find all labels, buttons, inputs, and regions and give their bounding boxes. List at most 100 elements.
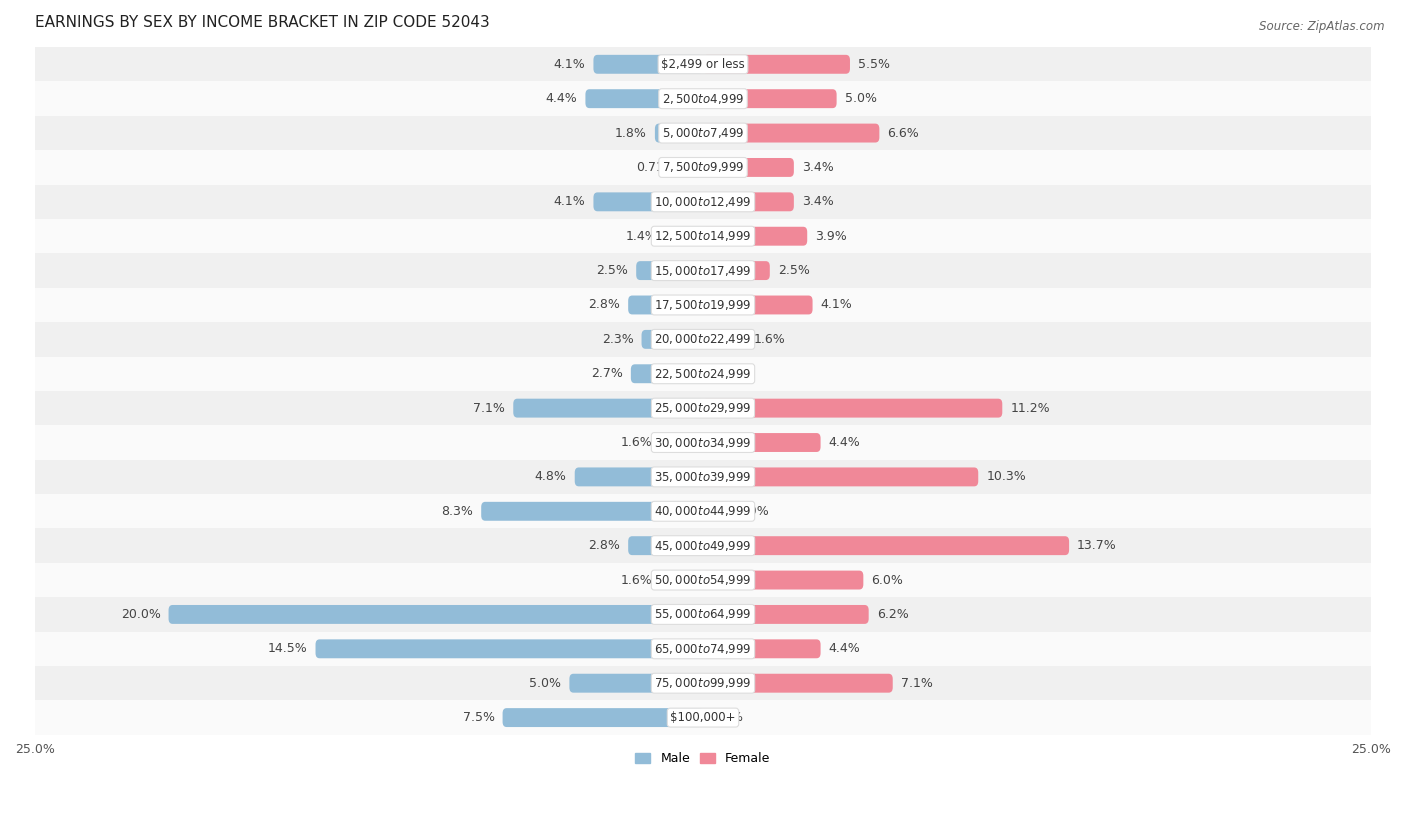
Text: $7,500 to $9,999: $7,500 to $9,999 <box>662 160 744 174</box>
FancyBboxPatch shape <box>703 605 869 624</box>
FancyBboxPatch shape <box>703 467 979 486</box>
FancyBboxPatch shape <box>703 330 745 349</box>
FancyBboxPatch shape <box>575 467 703 486</box>
FancyBboxPatch shape <box>169 605 703 624</box>
Text: 20.0%: 20.0% <box>121 608 160 621</box>
FancyBboxPatch shape <box>703 571 863 589</box>
Bar <box>35 528 1371 562</box>
Text: $55,000 to $64,999: $55,000 to $64,999 <box>654 607 752 621</box>
Text: 1.4%: 1.4% <box>626 230 658 243</box>
Text: 7.1%: 7.1% <box>901 676 932 689</box>
FancyBboxPatch shape <box>665 227 703 246</box>
Text: 4.1%: 4.1% <box>821 299 852 312</box>
Text: 6.0%: 6.0% <box>872 574 903 587</box>
Text: $25,000 to $29,999: $25,000 to $29,999 <box>654 401 752 415</box>
Text: 3.4%: 3.4% <box>801 161 834 174</box>
Text: 4.8%: 4.8% <box>534 470 567 484</box>
FancyBboxPatch shape <box>628 536 703 555</box>
Text: 4.4%: 4.4% <box>828 642 860 655</box>
FancyBboxPatch shape <box>655 124 703 142</box>
Bar <box>35 322 1371 357</box>
Text: 4.1%: 4.1% <box>554 58 585 71</box>
FancyBboxPatch shape <box>703 501 721 521</box>
Bar <box>35 185 1371 219</box>
Bar <box>35 597 1371 632</box>
FancyBboxPatch shape <box>703 674 893 693</box>
Text: $17,500 to $19,999: $17,500 to $19,999 <box>654 298 752 312</box>
Text: $35,000 to $39,999: $35,000 to $39,999 <box>654 470 752 484</box>
Text: $40,000 to $44,999: $40,000 to $44,999 <box>654 505 752 519</box>
Bar <box>35 116 1371 151</box>
Text: 0.0%: 0.0% <box>711 711 742 724</box>
Text: $10,000 to $12,499: $10,000 to $12,499 <box>654 195 752 209</box>
FancyBboxPatch shape <box>502 708 703 727</box>
Text: 5.5%: 5.5% <box>858 58 890 71</box>
FancyBboxPatch shape <box>703 55 851 74</box>
Text: $15,000 to $17,499: $15,000 to $17,499 <box>654 264 752 278</box>
Text: 5.0%: 5.0% <box>845 92 876 105</box>
Text: 3.9%: 3.9% <box>815 230 846 243</box>
Text: 8.3%: 8.3% <box>441 505 474 518</box>
Text: 2.5%: 2.5% <box>596 264 628 277</box>
FancyBboxPatch shape <box>703 227 807 246</box>
Text: 2.8%: 2.8% <box>588 539 620 552</box>
FancyBboxPatch shape <box>593 192 703 212</box>
Text: 1.6%: 1.6% <box>620 436 652 449</box>
FancyBboxPatch shape <box>703 261 770 280</box>
Bar <box>35 426 1371 460</box>
Text: 0.71%: 0.71% <box>636 161 676 174</box>
Text: 1.8%: 1.8% <box>614 126 647 139</box>
Text: 6.6%: 6.6% <box>887 126 920 139</box>
Text: $75,000 to $99,999: $75,000 to $99,999 <box>654 676 752 690</box>
Legend: Male, Female: Male, Female <box>630 747 776 770</box>
Bar <box>35 219 1371 253</box>
Bar <box>35 494 1371 528</box>
Text: $2,500 to $4,999: $2,500 to $4,999 <box>662 92 744 106</box>
FancyBboxPatch shape <box>641 330 703 349</box>
Text: 0.69%: 0.69% <box>730 505 769 518</box>
Bar <box>35 81 1371 116</box>
Bar <box>35 151 1371 185</box>
Bar <box>35 288 1371 322</box>
Bar <box>35 700 1371 735</box>
Bar <box>35 666 1371 700</box>
Text: 4.1%: 4.1% <box>554 195 585 208</box>
Bar <box>35 460 1371 494</box>
Text: 13.7%: 13.7% <box>1077 539 1116 552</box>
FancyBboxPatch shape <box>481 501 703 521</box>
Text: 0.0%: 0.0% <box>711 367 742 380</box>
Bar <box>35 47 1371 81</box>
FancyBboxPatch shape <box>703 639 821 659</box>
Text: 6.2%: 6.2% <box>877 608 908 621</box>
FancyBboxPatch shape <box>685 158 703 177</box>
Text: $20,000 to $22,499: $20,000 to $22,499 <box>654 332 752 347</box>
Text: 4.4%: 4.4% <box>828 436 860 449</box>
Text: 10.3%: 10.3% <box>986 470 1026 484</box>
Bar <box>35 391 1371 426</box>
Text: EARNINGS BY SEX BY INCOME BRACKET IN ZIP CODE 52043: EARNINGS BY SEX BY INCOME BRACKET IN ZIP… <box>35 15 489 30</box>
Bar <box>35 562 1371 597</box>
Text: 14.5%: 14.5% <box>267 642 308 655</box>
Text: 2.5%: 2.5% <box>778 264 810 277</box>
Text: $65,000 to $74,999: $65,000 to $74,999 <box>654 641 752 656</box>
FancyBboxPatch shape <box>631 365 703 383</box>
FancyBboxPatch shape <box>636 261 703 280</box>
Text: $100,000+: $100,000+ <box>671 711 735 724</box>
Text: Source: ZipAtlas.com: Source: ZipAtlas.com <box>1260 20 1385 33</box>
Text: 4.4%: 4.4% <box>546 92 578 105</box>
Text: 2.8%: 2.8% <box>588 299 620 312</box>
FancyBboxPatch shape <box>628 295 703 314</box>
FancyBboxPatch shape <box>315 639 703 659</box>
Text: 1.6%: 1.6% <box>754 333 786 346</box>
FancyBboxPatch shape <box>585 90 703 108</box>
Text: 7.1%: 7.1% <box>474 401 505 414</box>
Text: $12,500 to $14,999: $12,500 to $14,999 <box>654 230 752 243</box>
FancyBboxPatch shape <box>703 90 837 108</box>
FancyBboxPatch shape <box>661 571 703 589</box>
Text: $45,000 to $49,999: $45,000 to $49,999 <box>654 539 752 553</box>
Text: 3.4%: 3.4% <box>801 195 834 208</box>
Text: 2.3%: 2.3% <box>602 333 634 346</box>
Text: 1.6%: 1.6% <box>620 574 652 587</box>
Text: $30,000 to $34,999: $30,000 to $34,999 <box>654 435 752 449</box>
FancyBboxPatch shape <box>513 399 703 418</box>
